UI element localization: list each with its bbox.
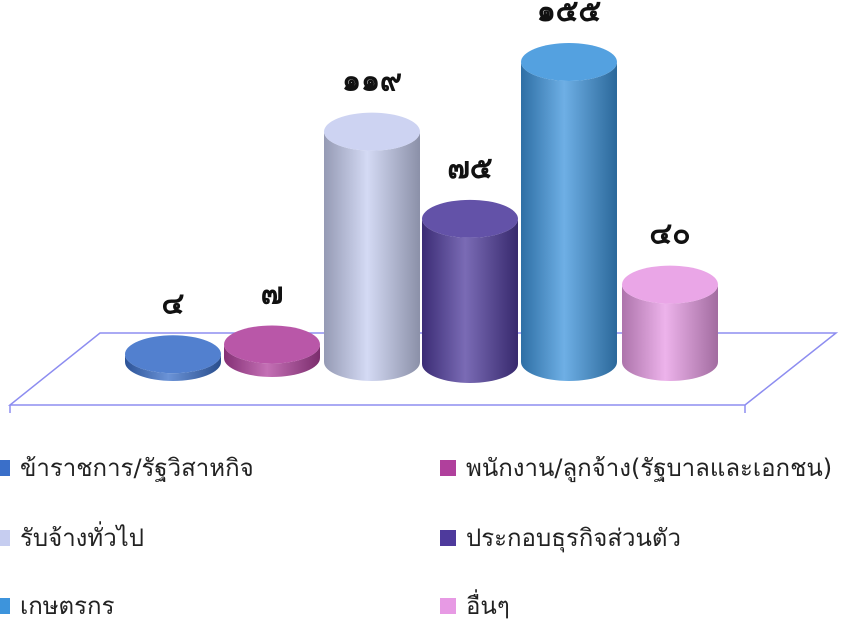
- value-label-6: ๔๐: [649, 217, 690, 252]
- legend-swatch: [0, 459, 10, 476]
- legend-swatch: [440, 459, 456, 476]
- bar-2-body: [224, 344, 320, 377]
- value-label-4: ๗๕: [447, 151, 492, 186]
- chart-floor: [7, 332, 839, 406]
- legend-item-2: พนักงาน/ลูกจ้าง(รัฐบาลและเอกชน): [440, 448, 832, 487]
- bar-3-body: [324, 131, 420, 381]
- legend-swatch: [0, 597, 10, 614]
- bar-1-top: [125, 335, 221, 374]
- legend-label: ประกอบธุรกิจส่วนตัว: [466, 524, 681, 552]
- legend-swatch: [440, 597, 456, 614]
- bar-3-top: [324, 112, 420, 151]
- value-label-1: ๔: [162, 286, 185, 321]
- legend-label: ข้าราชการ/รัฐวิสาหกิจ: [20, 454, 254, 482]
- legend-item-6: อื่นๆ: [440, 586, 510, 625]
- legend: ข้าราชการ/รัฐวิสาหกิจ พนักงาน/ลูกจ้าง(รัฐ…: [0, 440, 846, 625]
- bar-2: [224, 325, 320, 377]
- bar-1: [125, 335, 221, 381]
- legend-item-4: ประกอบธุรกิจส่วนตัว: [440, 518, 681, 557]
- bar-1-body: [125, 354, 221, 381]
- value-label-5: ๑๕๕: [537, 0, 601, 29]
- value-label-2: ๗: [261, 276, 284, 311]
- value-label-3: ๑๑๙: [342, 64, 402, 99]
- legend-label: พนักงาน/ลูกจ้าง(รัฐบาลและเอกชน): [466, 454, 833, 482]
- legend-label: อื่นๆ: [466, 592, 510, 620]
- legend-item-3: รับจ้างทั่วไป: [0, 518, 144, 557]
- bar-5: [521, 43, 617, 381]
- legend-swatch: [0, 529, 10, 546]
- legend-label: เกษตรกร: [20, 592, 115, 620]
- legend-swatch: [440, 529, 456, 546]
- legend-item-1: ข้าราชการ/รัฐวิสาหกิจ: [0, 448, 254, 487]
- bar-3: [324, 112, 420, 381]
- legend-label: รับจ้างทั่วไป: [20, 524, 144, 552]
- bar-6: [622, 265, 718, 381]
- bar-5-body: [521, 62, 617, 381]
- bar-5-top: [521, 43, 617, 81]
- bar-2-top: [224, 325, 320, 364]
- bar-6-body: [622, 284, 718, 381]
- bar-6-top: [622, 265, 718, 304]
- legend-item-5: เกษตรกร: [0, 586, 114, 625]
- bar-4-top: [422, 199, 518, 238]
- bar-4-body: [422, 218, 518, 383]
- bar-4: [422, 199, 518, 383]
